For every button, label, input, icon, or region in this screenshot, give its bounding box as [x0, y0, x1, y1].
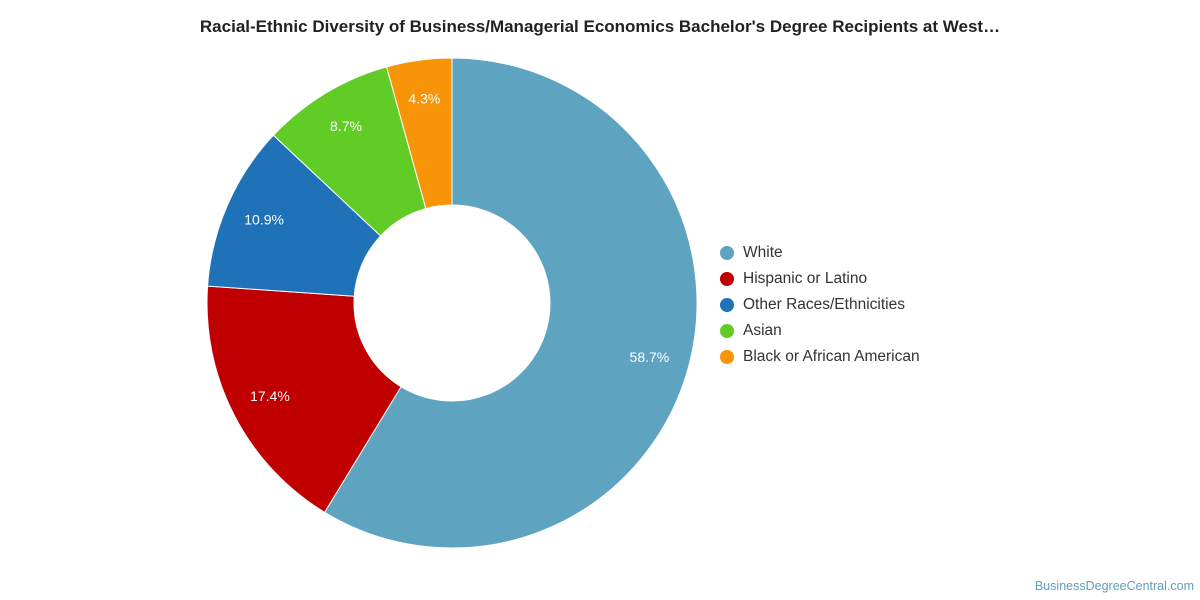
- data-label-white: 58.7%: [630, 349, 670, 365]
- watermark: BusinessDegreeCentral.com: [1034, 579, 1194, 593]
- data-label-black-or-african-american: 4.3%: [408, 91, 440, 107]
- data-label-hispanic-or-latino: 17.4%: [250, 388, 290, 404]
- legend-item-asian: Asian: [720, 318, 920, 344]
- donut-slice-white: [323, 57, 698, 549]
- legend-label-asian: Asian: [743, 322, 782, 339]
- legend-label-hispanic-or-latino: Hispanic or Latino: [743, 270, 868, 287]
- data-label-asian: 8.7%: [330, 118, 362, 134]
- chart-title: Racial-Ethnic Diversity of Business/Mana…: [199, 17, 1001, 36]
- legend-swatch-white: [720, 246, 734, 260]
- legend-item-other-races-ethnicities: Other Races/Ethnicities: [720, 292, 920, 318]
- chart-legend: White Hispanic or Latino Other Races/Ethni…: [720, 240, 920, 370]
- legend-item-hispanic-or-latino: Hispanic or Latino: [720, 266, 920, 292]
- legend-swatch-black-or-african-american: [720, 350, 734, 364]
- legend-label-white: White: [743, 244, 783, 261]
- legend-swatch-other-races-ethnicities: [720, 298, 734, 312]
- legend-label-other-races-ethnicities: Other Races/Ethnicities: [743, 296, 905, 313]
- legend-swatch-hispanic-or-latino: [720, 272, 734, 286]
- legend-swatch-asian: [720, 324, 734, 338]
- data-label-other-races-ethnicities: 10.9%: [244, 212, 284, 228]
- legend-label-black-or-african-american: Black or African American: [743, 348, 920, 365]
- donut-slice-hispanic-or-latino: [206, 285, 402, 513]
- legend-item-white: White: [720, 240, 920, 266]
- donut-slice-black-or-african-american: [385, 57, 453, 210]
- legend-item-black-or-african-american: Black or African American: [720, 344, 920, 370]
